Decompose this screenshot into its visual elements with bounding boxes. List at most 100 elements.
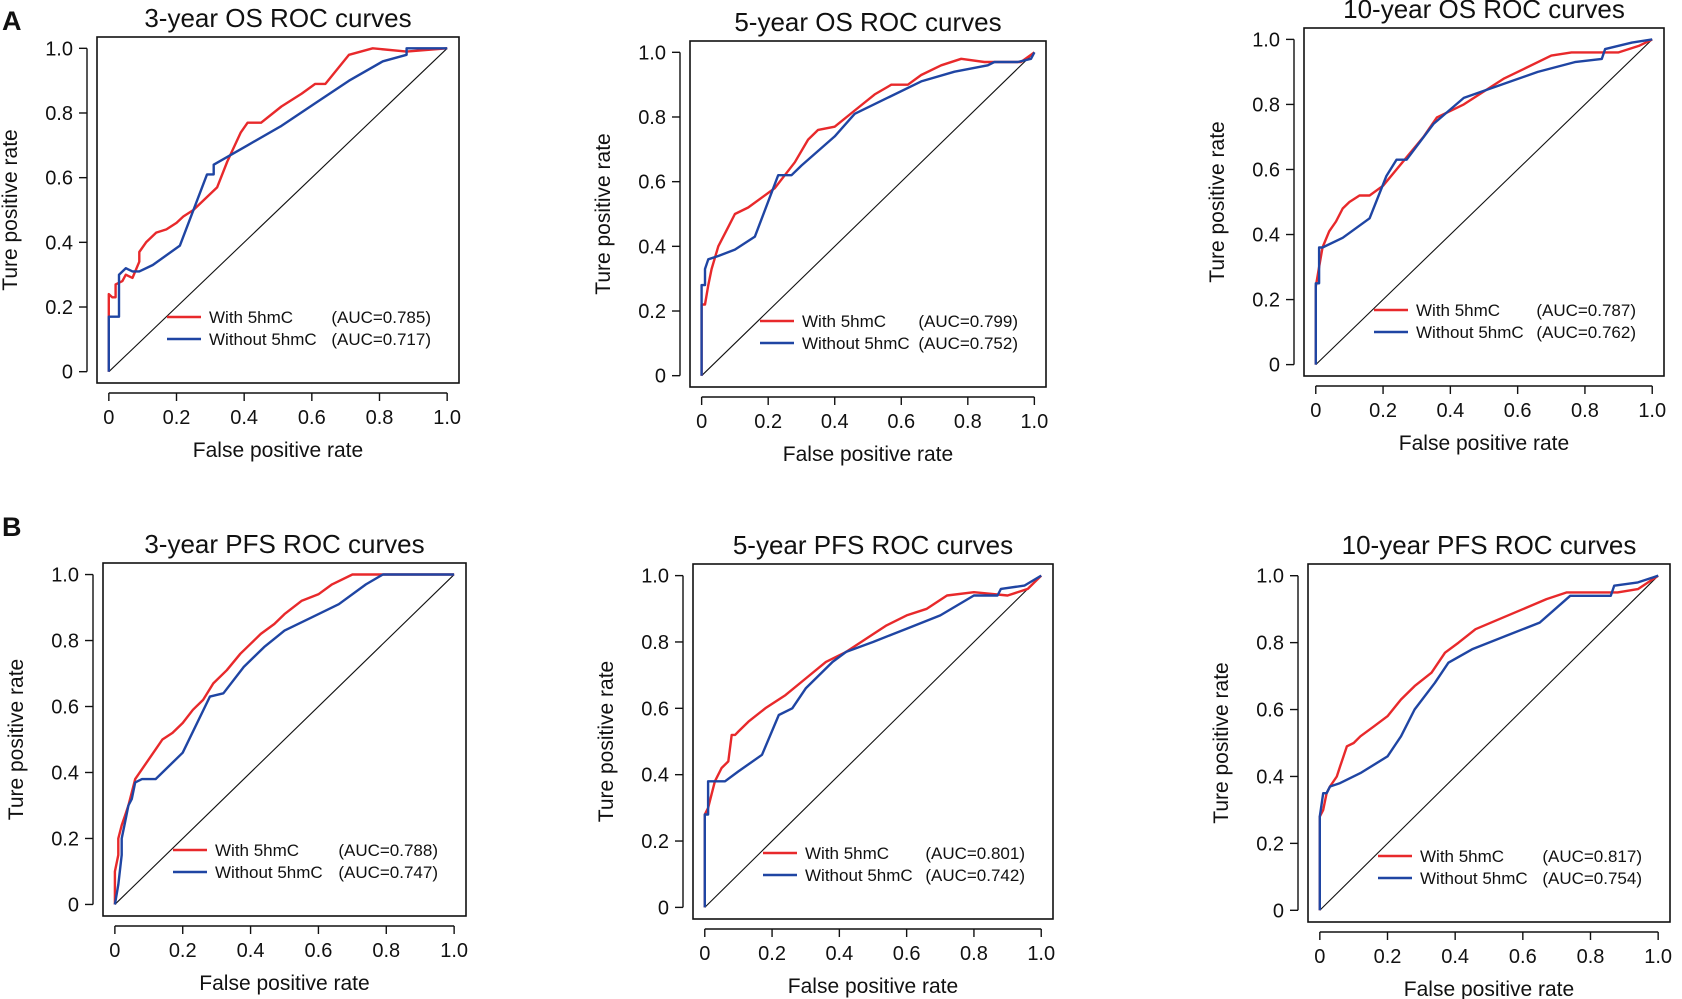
y-tick-label: 0.4 [1256,766,1284,788]
y-tick-label: 0.4 [1252,225,1280,247]
y-tick-label: 0.6 [51,697,79,719]
series-line-with-5hmc [113,573,455,905]
y-tick-label: 0.8 [641,632,669,654]
y-tick-label: 0 [68,894,79,916]
legend-label-without: Without 5hmC [209,330,317,349]
legend-label-without: Without 5hmC [1416,323,1524,342]
plot-frame [102,562,467,917]
x-axis-label: False positive rate [1399,432,1569,455]
legend-auc-with: (AUC=0.788) [338,841,438,860]
x-tick-label: 0.4 [237,940,265,962]
x-tick-label: 0 [1310,400,1321,422]
chart-5: 0 0.2 0.4 0.6 0.8 1.0 0 0.2 0.4 0.6 0.8 1.0 5-year P… [595,530,1055,998]
x-tick-label: 0.8 [366,407,394,429]
series-line-without-5hmc [703,574,1042,908]
panel-label-b: B [2,512,22,542]
y-tick-label: 0.6 [1252,159,1280,181]
y-tick-label: 1.0 [1256,566,1284,588]
y-tick-label: 0 [655,366,666,388]
x-tick-label: 0.8 [960,943,988,965]
x-tick-label: 0.2 [163,407,191,429]
x-tick-label: 0.6 [305,940,333,962]
x-tick-label: 0.2 [169,940,197,962]
x-tick-label: 0.8 [1577,946,1605,968]
x-tick-label: 1.0 [440,940,468,962]
x-axis-label: False positive rate [788,975,958,998]
legend-label-with: With 5hmC [802,312,886,331]
plot-frame [1307,563,1671,923]
legend-label-without: Without 5hmC [215,863,323,882]
x-tick-label: 0.8 [1571,400,1599,422]
x-tick-label: 0 [699,943,710,965]
x-tick-label: 0.6 [893,943,921,965]
y-tick-label: 0.8 [1252,94,1280,116]
y-tick-label: 0.2 [641,831,669,853]
x-tick-label: 0.4 [230,407,258,429]
chart-title: 10-year PFS ROC curves [1342,530,1637,560]
y-axis-label: Ture positive rate [1206,121,1229,282]
legend-label-without: Without 5hmC [805,866,913,885]
chart-1: 0 0.2 0.4 0.6 0.8 1.0 0 0.2 0.4 0.6 0.8 1.0 3-year O… [0,3,461,462]
y-tick-label: 0.8 [51,631,79,653]
x-tick-label: 1.0 [1027,943,1055,965]
x-tick-label: 0.4 [1436,400,1464,422]
plot-frame [692,563,1054,920]
x-tick-label: 0.4 [821,411,849,433]
x-tick-label: 0.6 [1504,400,1532,422]
legend-auc-without: (AUC=0.742) [925,866,1025,885]
legend-label-with: With 5hmC [805,844,889,863]
x-tick-label: 0.8 [372,940,400,962]
x-axis-label: False positive rate [193,439,363,462]
legend-auc-with: (AUC=0.817) [1542,847,1642,866]
legend-label-without: Without 5hmC [1420,869,1528,888]
y-tick-label: 0 [1269,355,1280,377]
chart-title: 3-year OS ROC curves [144,3,411,33]
reference-diagonal [1319,575,1659,911]
y-tick-label: 0.2 [638,301,666,323]
legend-auc-without: (AUC=0.762) [1536,323,1636,342]
legend-label-without: Without 5hmC [802,334,910,353]
plot-frame [96,36,460,384]
y-tick-label: 0.6 [1256,700,1284,722]
y-tick-label: 0.4 [638,236,666,258]
y-axis-label: Ture positive rate [592,133,615,294]
x-tick-label: 0.2 [1369,400,1397,422]
x-tick-label: 0.6 [298,407,326,429]
y-tick-label: 0 [1273,900,1284,922]
y-tick-label: 0.8 [638,107,666,129]
reference-diagonal [114,574,455,905]
y-tick-label: 0.6 [45,168,73,190]
x-tick-label: 0 [696,411,707,433]
legend-auc-without: (AUC=0.754) [1542,869,1642,888]
x-tick-label: 0.2 [1374,946,1402,968]
y-tick-label: 0.2 [51,828,79,850]
y-tick-label: 0.6 [638,172,666,194]
y-tick-label: 0.2 [1252,290,1280,312]
y-tick-label: 1.0 [641,566,669,588]
x-tick-label: 0.4 [1441,946,1469,968]
x-tick-label: 0.2 [758,943,786,965]
y-tick-label: 1.0 [51,565,79,587]
x-tick-label: 1.0 [433,407,461,429]
chart-title: 10-year OS ROC curves [1343,0,1625,24]
plot-frame [689,40,1047,388]
chart-title: 3-year PFS ROC curves [144,529,424,559]
y-tick-label: 0 [658,897,669,919]
legend-auc-without: (AUC=0.752) [918,334,1018,353]
x-tick-label: 1.0 [1644,946,1672,968]
y-tick-label: 0.4 [45,232,73,254]
legend-auc-with: (AUC=0.801) [925,844,1025,863]
series-line-without-5hmc [107,47,448,372]
series-line-without-5hmc [1314,38,1653,365]
legend-auc-without: (AUC=0.747) [338,863,438,882]
reference-diagonal [1315,38,1653,366]
reference-diagonal [701,51,1035,377]
x-axis-label: False positive rate [1404,978,1574,999]
chart-4: 0 0.2 0.4 0.6 0.8 1.0 0 0.2 0.4 0.6 0.8 1.0 3-year P… [5,529,468,995]
x-tick-label: 0.2 [754,411,782,433]
reference-diagonal [108,47,448,373]
legend-label-with: With 5hmC [209,308,293,327]
x-tick-label: 0 [109,940,120,962]
